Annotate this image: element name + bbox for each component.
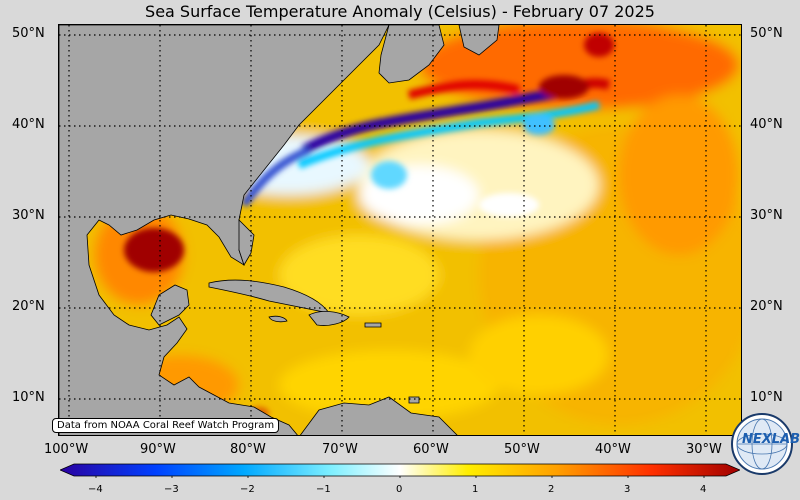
lon-label-90w: 90°W bbox=[140, 442, 176, 457]
lat-label-right-30: 30°N bbox=[750, 208, 783, 223]
colorbar-tick-neg3: −3 bbox=[164, 484, 179, 495]
lon-label-80w: 80°W bbox=[230, 442, 266, 457]
colorbar-tick-0: 0 bbox=[396, 484, 403, 495]
sst-field bbox=[59, 25, 741, 435]
lon-label-30w: 30°W bbox=[686, 442, 722, 457]
colorbar-tick-neg2: −2 bbox=[240, 484, 255, 495]
lat-label-right-40: 40°N bbox=[750, 117, 783, 132]
logo-text: NEXLAB bbox=[742, 432, 800, 447]
colorbar-tick-3: 3 bbox=[624, 484, 631, 495]
colorbar-tick-neg4: −4 bbox=[88, 484, 103, 495]
colorbar bbox=[60, 463, 740, 478]
lat-label-left-10: 10°N bbox=[12, 390, 45, 405]
lat-label-right-20: 20°N bbox=[750, 299, 783, 314]
graticule bbox=[59, 25, 741, 435]
sst-anomaly-map bbox=[58, 24, 742, 436]
colorbar-tick-2: 2 bbox=[548, 484, 555, 495]
lon-label-50w: 50°W bbox=[504, 442, 540, 457]
lat-label-left-30: 30°N bbox=[12, 208, 45, 223]
data-credit: Data from NOAA Coral Reef Watch Program bbox=[52, 418, 280, 433]
lon-label-60w: 60°W bbox=[413, 442, 449, 457]
land bbox=[59, 25, 500, 435]
colorbar-tick-neg1: −1 bbox=[316, 484, 331, 495]
globe-logo-icon bbox=[731, 413, 793, 475]
lat-label-left-40: 40°N bbox=[12, 117, 45, 132]
colorbar-tick-1: 1 bbox=[472, 484, 479, 495]
lat-label-left-20: 20°N bbox=[12, 299, 45, 314]
gulf-stream-anomaly bbox=[124, 33, 614, 419]
lon-label-100w: 100°W bbox=[44, 442, 89, 457]
lat-label-right-10: 10°N bbox=[750, 390, 783, 405]
map-title: Sea Surface Temperature Anomaly (Celsius… bbox=[145, 2, 655, 21]
lon-label-70w: 70°W bbox=[322, 442, 358, 457]
colorbar-tick-4: 4 bbox=[700, 484, 707, 495]
lat-label-right-50: 50°N bbox=[750, 26, 783, 41]
lat-label-left-50: 50°N bbox=[12, 26, 45, 41]
lon-label-40w: 40°W bbox=[595, 442, 631, 457]
